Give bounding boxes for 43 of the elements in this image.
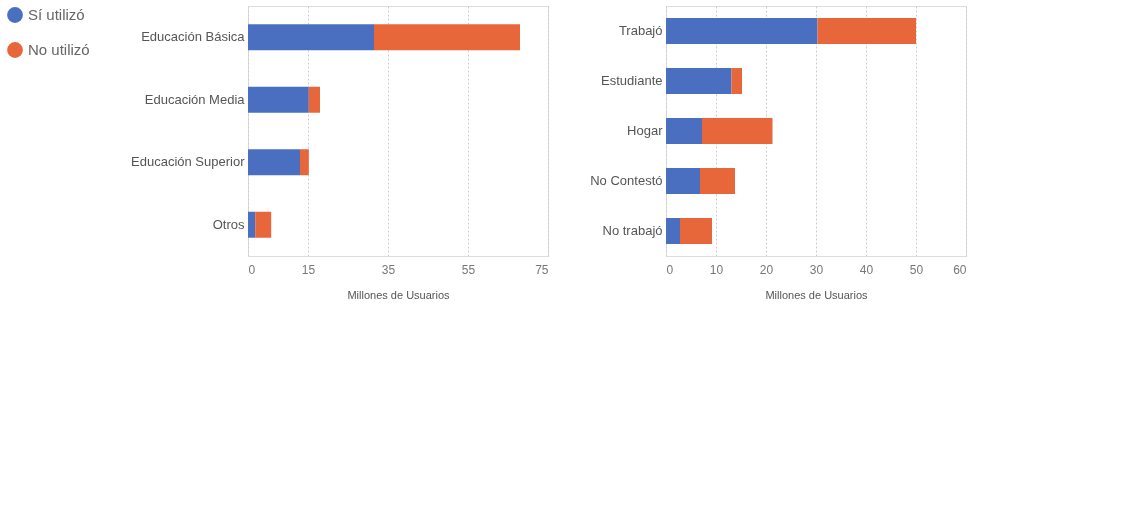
- x-tick-label: 30: [809, 262, 824, 277]
- bar: [300, 149, 309, 176]
- y-tick-label: No Contestó: [590, 173, 663, 188]
- bar: [700, 168, 735, 194]
- x-axis-title: Millones de Usuarios: [765, 288, 869, 301]
- y-tick-label: Estudiante: [601, 73, 663, 88]
- legend-label: Sí utilizó: [28, 6, 85, 23]
- bar: [666, 18, 818, 44]
- bar: [680, 218, 712, 244]
- x-tick-label: 20: [759, 262, 774, 277]
- y-tick-label: Educación Media: [144, 91, 246, 107]
- bar: [255, 211, 272, 238]
- x-tick-label: 10: [709, 262, 724, 277]
- bar: [248, 24, 374, 51]
- y-tick-label: No trabajó: [602, 223, 663, 238]
- bar: [666, 168, 700, 194]
- bar: [666, 118, 702, 144]
- y-tick-label: Hogar: [627, 123, 664, 138]
- bar: [308, 86, 320, 113]
- bar: [248, 149, 300, 176]
- y-tick-label: Trabajó: [618, 23, 663, 38]
- bar: [248, 211, 256, 238]
- x-tick-label: 0: [666, 262, 674, 277]
- x-tick-label: 15: [301, 262, 316, 277]
- x-tick-label: 50: [909, 262, 924, 277]
- bar: [702, 118, 773, 144]
- x-tick-label: 55: [461, 262, 476, 277]
- y-tick-label: Educación Básica: [141, 29, 246, 45]
- legend-label: No utilizó: [28, 41, 90, 58]
- bar: [666, 68, 732, 94]
- bar: [731, 68, 742, 94]
- bar: [666, 218, 680, 244]
- bar: [817, 18, 916, 44]
- bar: [374, 24, 520, 51]
- x-tick-label: 40: [859, 262, 874, 277]
- x-axis-title: Millones de Usuarios: [347, 288, 451, 301]
- y-tick-label: Otros: [212, 216, 245, 232]
- x-tick-label: 35: [381, 262, 396, 277]
- y-tick-label: Educación Superior: [131, 154, 246, 170]
- x-tick-label: 60: [953, 262, 967, 277]
- x-tick-label: 0: [248, 262, 256, 277]
- x-tick-label: 75: [535, 262, 549, 277]
- bar: [248, 86, 309, 113]
